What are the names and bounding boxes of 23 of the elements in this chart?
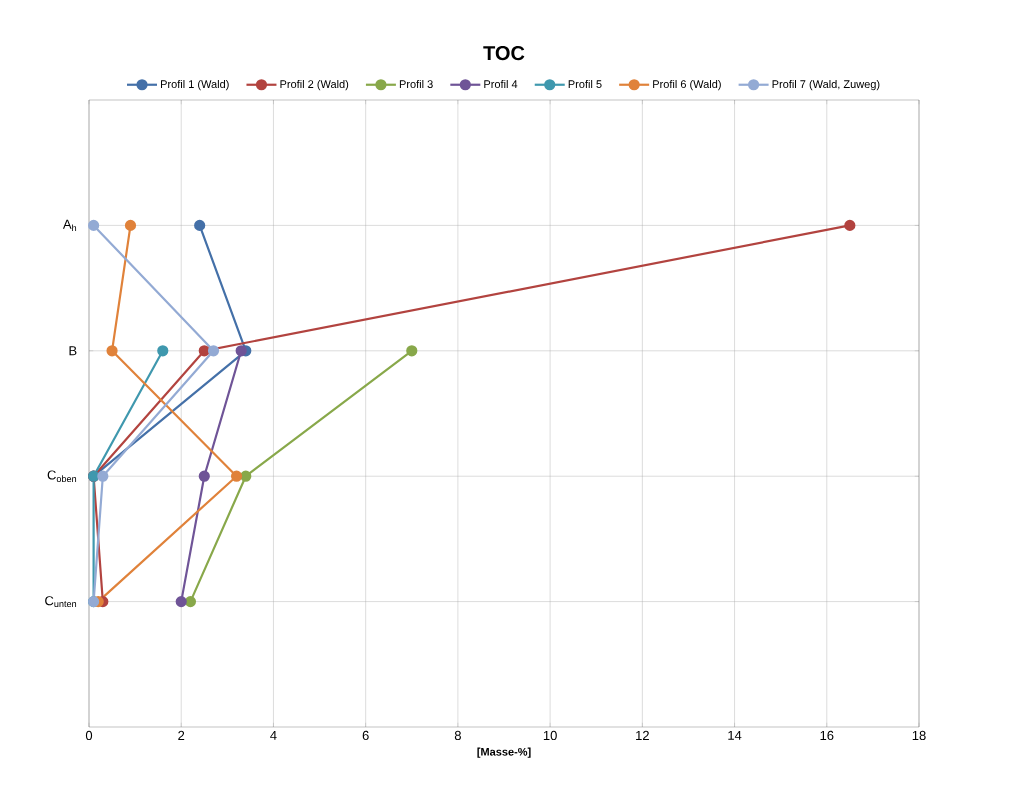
x-tick-label: 4 [270, 730, 277, 740]
x-tick-label: 0 [85, 730, 93, 741]
y-tick-label: A$_{h}$ [62, 219, 77, 232]
x-tick-label: 18 [912, 730, 926, 741]
legend-label: Profil 2 (Wald) [280, 79, 349, 91]
x-tick-label: 10 [543, 730, 557, 741]
x-tick-label: 2 [178, 730, 185, 740]
legend-label: Profil 3 [399, 79, 433, 89]
x-tick-label: 8 [454, 730, 461, 741]
y-tick-label: B [69, 346, 77, 356]
legend-label: Profil 6 (Wald) [653, 79, 721, 91]
legend-label: Profil 7 (Wald, Zuweg) [772, 79, 880, 91]
y-tick-label: C$_{oben}$ [47, 470, 77, 483]
x-tick-label: 14 [728, 730, 742, 740]
legend-label: Profil 4 [484, 79, 518, 89]
x-axis-title: [Masse-%] [477, 747, 531, 758]
chart-title: TOC [483, 45, 525, 61]
legend-label: Profil 1 (Wald) [161, 79, 229, 91]
y-tick-label: C$_{unten}$ [45, 596, 77, 608]
x-tick-label: 6 [362, 730, 369, 741]
legend-label: Profil 5 [568, 79, 602, 89]
x-tick-label: 16 [820, 730, 834, 741]
x-tick-label: 12 [636, 730, 649, 740]
